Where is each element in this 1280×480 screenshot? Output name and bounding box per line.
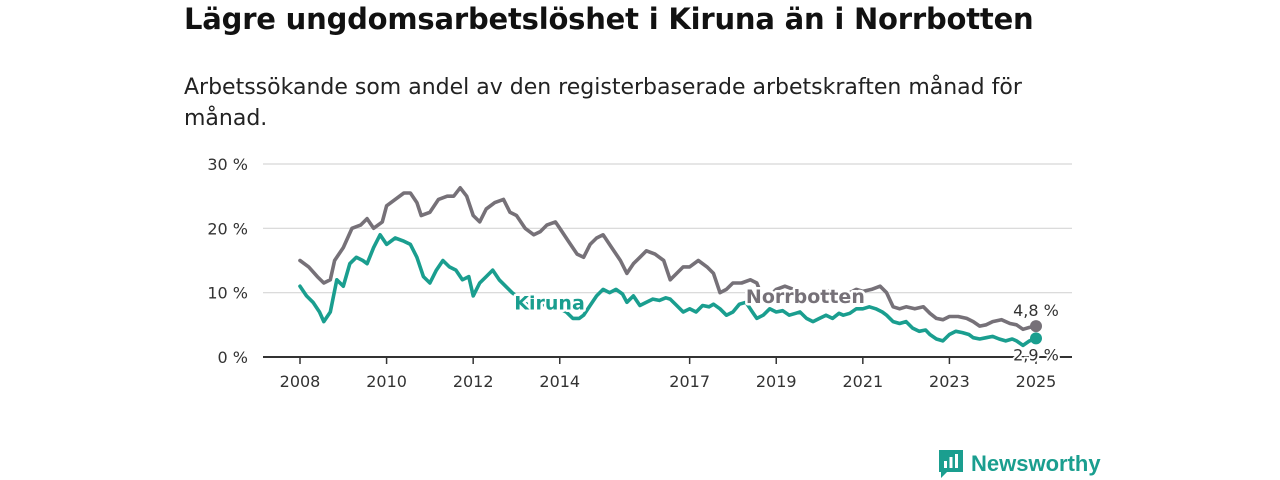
y-axis-ticks: 0 % 10 % 20 % 30 % <box>207 155 248 367</box>
series-labels: Norrbotten 4,8 % Kiruna 2,9 % <box>512 283 1061 366</box>
newsworthy-icon <box>939 450 963 478</box>
chart-subtitle: Arbetssökande som andel av den registerb… <box>184 75 1022 131</box>
y-tick-label: 0 % <box>218 348 248 367</box>
x-axis-ticks: 2008 2010 2012 2014 2017 2019 2021 2023 2025 <box>280 357 1057 391</box>
end-value-label-norrbotten: 4,8 % <box>1013 301 1059 320</box>
x-tick-label: 2021 <box>842 372 883 391</box>
series-line-norrbotten <box>298 186 1038 332</box>
series-endpoint-norrbotten <box>1030 320 1042 333</box>
y-tick-label: 10 % <box>207 284 248 303</box>
grid-lines <box>263 163 1072 358</box>
end-value-label-kiruna: 2,9 % <box>1013 345 1059 364</box>
series-label-norrbotten: Norrbotten <box>746 286 865 308</box>
series-label-kiruna: Kiruna <box>514 292 584 314</box>
series-line-kiruna <box>298 233 1038 348</box>
chart-title: Lägre ungdomsarbetslöshet i Kiruna än i … <box>184 2 1034 36</box>
y-tick-label: 30 % <box>207 155 248 174</box>
x-tick-label: 2019 <box>756 372 797 391</box>
x-tick-label: 2010 <box>366 372 407 391</box>
series-endpoint-kiruna <box>1030 332 1042 345</box>
y-tick-label: 20 % <box>207 219 248 238</box>
x-tick-label: 2023 <box>929 372 970 391</box>
x-tick-label: 2017 <box>669 372 710 391</box>
x-tick-label: 2014 <box>539 372 580 391</box>
brand-name: Newsworthy <box>971 451 1101 476</box>
series-lines <box>298 186 1042 348</box>
x-tick-label: 2008 <box>280 372 321 391</box>
x-tick-label: 2025 <box>1016 372 1057 391</box>
x-tick-label: 2012 <box>453 372 494 391</box>
newsworthy-logo: Newsworthy <box>937 449 1101 479</box>
